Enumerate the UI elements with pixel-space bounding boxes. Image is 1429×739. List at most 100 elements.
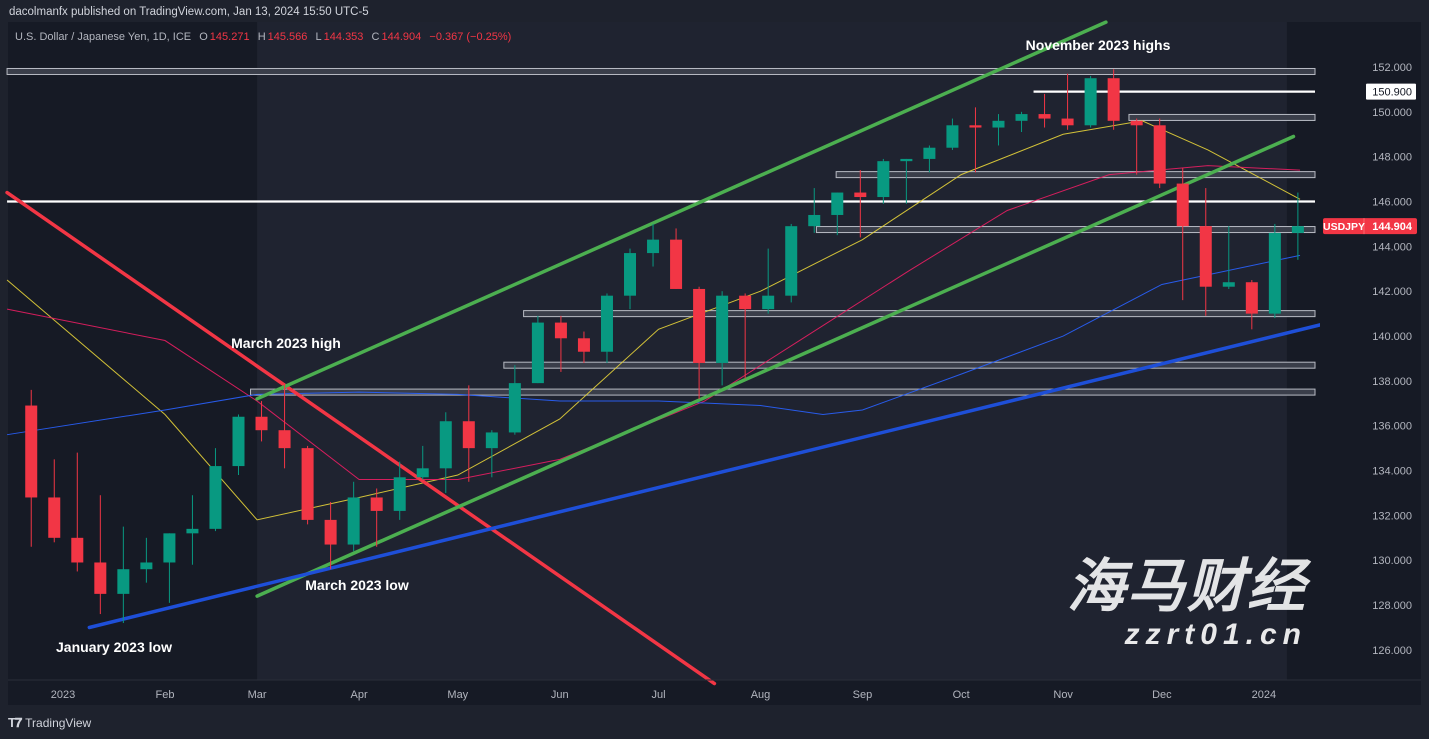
y-tick-label: 146.000 [1372,197,1412,209]
candle [347,481,360,552]
high-value: 145.566 [267,31,308,43]
last-price-label: 144.904 [1372,221,1413,233]
candle [1130,118,1143,175]
horizontal-zone [815,226,1316,234]
candle-body [1176,183,1189,227]
x-tick-label: 2023 [51,689,75,701]
candle-body [163,533,176,563]
candle-body [209,466,222,529]
candle-body [831,192,844,215]
x-tick-label: Jul [651,689,665,701]
candle-body [554,322,567,339]
candle-body [762,295,775,310]
candle [716,291,729,386]
y-tick-label: 126.000 [1372,645,1412,657]
annotation-label: November 2023 highs [1026,37,1171,53]
y-tick-label: 138.000 [1372,376,1412,388]
highlight-range [257,22,1287,680]
high-label: H [257,31,266,43]
candle-body [301,448,314,520]
low-value: 144.353 [323,31,364,43]
candle-body [25,405,38,498]
candle-body [370,497,383,511]
candle-body [854,192,867,198]
tradingview-brand: TradingView [25,716,92,730]
tradingview-logo[interactable]: T𝟕 TradingView [8,715,91,731]
candle [301,445,314,525]
candle [186,495,199,565]
candle-body [140,562,153,570]
candle [992,114,1005,146]
y-tick-label: 134.000 [1372,466,1412,478]
ma200-line [6,254,1301,436]
candle [71,452,84,572]
candle-body [808,214,821,227]
green-channel [255,20,1108,401]
candle [48,459,61,543]
candle [1268,223,1281,319]
candle-body [508,383,521,433]
symbol-tag: USDJPY [1323,221,1365,233]
candle-body [117,569,130,594]
green-channel [255,134,1296,598]
candle [324,501,337,570]
candle [831,192,844,236]
blue-trendline [87,311,1368,630]
candle [531,315,544,384]
candle [140,537,153,583]
candle-body [71,537,84,563]
horizontal-zone [250,388,1316,396]
candle-body [1245,282,1258,314]
x-tick-label: Apr [351,689,368,701]
ma50-line [6,120,1301,521]
horizontal-zone [1128,113,1316,121]
open-label: O [199,31,208,43]
candle [900,158,913,204]
candle [439,412,452,493]
candle [508,365,521,435]
candle [600,293,613,363]
x-tick-label: Oct [953,689,970,701]
candle [1199,188,1212,316]
candle-body [900,158,913,162]
close-label: C [371,31,380,43]
horizontal-zone [835,171,1316,179]
candle-body [946,125,959,148]
candle [577,331,590,363]
y-tick-label: 152.000 [1372,62,1412,74]
open-value: 145.271 [209,31,250,43]
candle-body [94,562,107,594]
candle-body [969,125,982,128]
candle [1176,167,1189,301]
candle [485,430,498,478]
low-label: L [315,31,322,43]
candle-body [278,430,291,449]
candle [416,445,429,480]
candle [1153,118,1166,189]
publisher-line: dacolmanfx published on TradingView.com,… [9,6,369,18]
candle-body [923,147,936,159]
symbol-description[interactable]: U.S. Dollar / Japanese Yen, 1D, ICE [15,31,192,43]
candle-body [1015,114,1028,121]
x-tick-label: 2024 [1252,689,1276,701]
candle-body [485,432,498,449]
horizontal-zone [523,310,1316,318]
candle [25,389,38,547]
candle [854,170,867,238]
candle-body [670,239,683,289]
y-tick-label: 132.000 [1372,510,1412,522]
candle [923,145,936,173]
candle [624,248,637,310]
red-trendline [5,190,717,686]
y-tick-label: 144.000 [1372,241,1412,253]
candle [278,383,291,469]
candle-body [186,528,199,534]
candle [1291,192,1304,260]
candle-body [693,288,706,363]
level-price-tag [1366,83,1416,100]
watermark-text: 海马财经 [1066,554,1307,619]
candle-body [462,421,475,449]
y-tick-label: 136.000 [1372,421,1412,433]
x-tick-label: Feb [156,689,175,701]
